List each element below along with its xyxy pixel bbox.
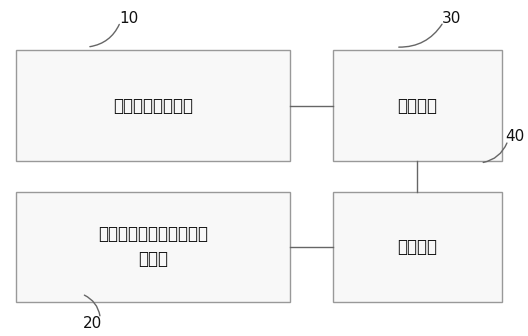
Text: 电压斜率检测电路: 电压斜率检测电路 bbox=[113, 97, 193, 115]
Text: 逻辑电路: 逻辑电路 bbox=[397, 97, 437, 115]
Text: 变压器及同步整流管输出
级电路: 变压器及同步整流管输出 级电路 bbox=[98, 225, 208, 268]
Text: 20: 20 bbox=[83, 316, 102, 331]
Bar bbox=[333, 192, 502, 302]
Bar bbox=[16, 192, 290, 302]
Text: 10: 10 bbox=[120, 11, 139, 26]
Bar bbox=[16, 50, 290, 161]
Bar bbox=[333, 50, 502, 161]
Text: 驱动电路: 驱动电路 bbox=[397, 238, 437, 256]
Text: 30: 30 bbox=[442, 11, 461, 26]
Text: 40: 40 bbox=[505, 129, 524, 143]
